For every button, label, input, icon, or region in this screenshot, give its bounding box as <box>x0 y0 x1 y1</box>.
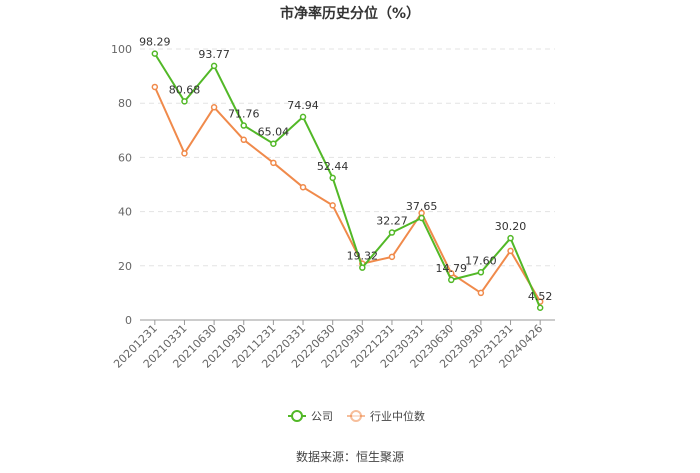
series-layer <box>151 50 544 312</box>
chart-title: 市净率历史分位（%） <box>280 5 420 22</box>
data-point <box>359 264 366 271</box>
data-point <box>329 174 336 182</box>
y-tick-label: 100 <box>111 43 132 56</box>
series-line <box>153 53 542 309</box>
data-label: 17.60 <box>465 254 497 267</box>
data-point <box>477 289 485 297</box>
data-label: 19.32 <box>347 250 379 263</box>
data-point <box>329 202 336 209</box>
y-tick-label: 80 <box>118 97 132 110</box>
legend-marker <box>350 410 362 422</box>
data-label: 37.65 <box>406 200 438 213</box>
data-label: 52.44 <box>317 160 349 173</box>
data-point <box>240 136 247 144</box>
data-point <box>536 304 544 312</box>
data-point <box>507 247 514 255</box>
data-label: 93.77 <box>198 48 230 61</box>
data-point <box>151 83 159 91</box>
data-point <box>270 140 277 147</box>
data-label: 32.27 <box>376 215 408 228</box>
data-point <box>388 229 396 236</box>
data-point <box>240 122 247 129</box>
data-label: 98.29 <box>139 36 171 49</box>
y-tick-label: 20 <box>118 260 132 273</box>
data-point <box>181 98 188 105</box>
legend-label: 行业中位数 <box>370 409 425 423</box>
data-point <box>477 269 485 276</box>
data-label-layer: 98.29 80.68 93.77 71.76 65.04 74.94 52.44 19.32… <box>139 36 552 303</box>
series-line <box>153 86 542 303</box>
data-point <box>299 183 307 191</box>
data-label: 14.79 <box>436 262 468 275</box>
data-label: 80.68 <box>169 83 201 96</box>
legend: 公司 行业中位数 <box>288 409 425 423</box>
legend-marker <box>291 410 303 422</box>
data-point <box>181 150 188 157</box>
y-tick-label: 0 <box>125 314 132 327</box>
data-label: 74.94 <box>287 99 319 112</box>
data-label: 71.76 <box>228 108 260 121</box>
y-tick-label: 40 <box>118 206 132 219</box>
data-point <box>299 113 307 121</box>
data-point <box>507 234 514 242</box>
data-label: 4.52 <box>528 290 553 303</box>
y-tick-label: 60 <box>118 151 132 164</box>
data-point <box>418 214 425 222</box>
data-point <box>210 62 218 70</box>
legend-label: 公司 <box>311 410 333 423</box>
data-label: 65.04 <box>258 126 290 139</box>
data-point <box>388 253 396 261</box>
data-label: 30.20 <box>495 220 527 233</box>
data-point <box>151 50 159 57</box>
data-point <box>270 159 277 167</box>
data-source-note: 数据来源：恒生聚源 <box>296 449 404 464</box>
data-point <box>448 276 455 284</box>
data-point <box>210 104 218 111</box>
